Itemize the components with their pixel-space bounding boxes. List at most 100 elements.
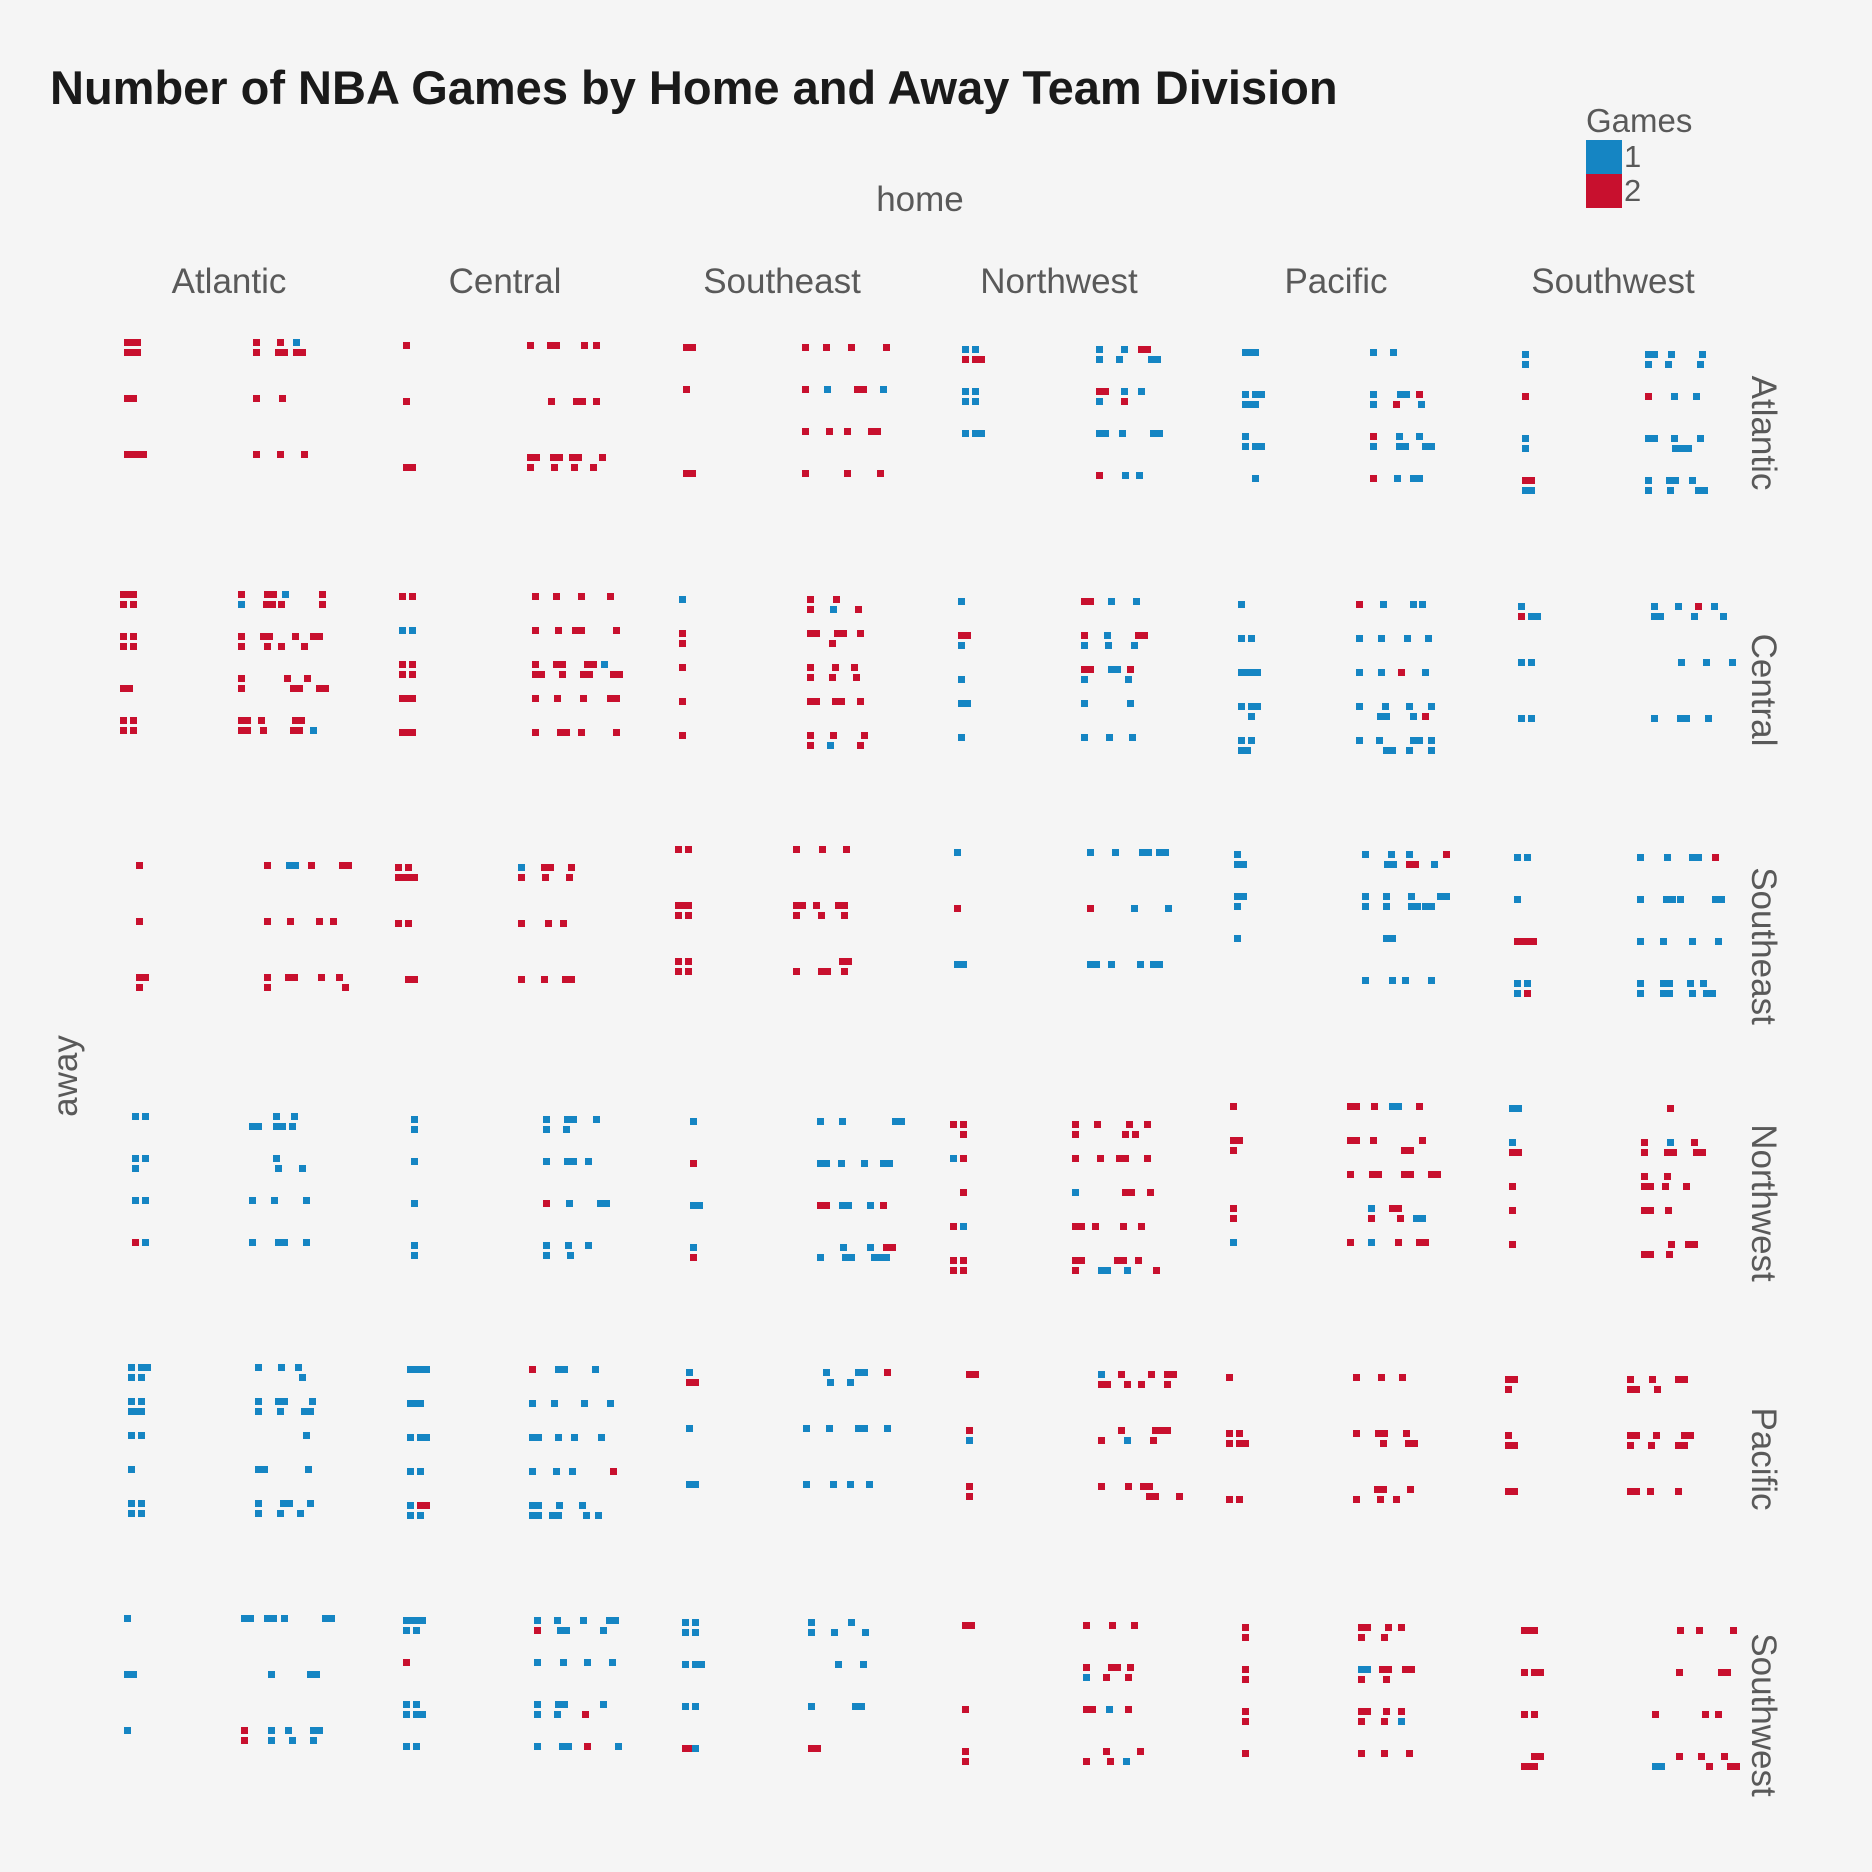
heat-tile xyxy=(291,1113,298,1120)
heat-tile xyxy=(824,386,831,393)
heat-tile xyxy=(1521,1669,1528,1676)
heat-tile xyxy=(138,1364,151,1371)
heat-tile xyxy=(1087,961,1100,968)
heat-tile xyxy=(1072,1257,1085,1264)
heat-tile xyxy=(1521,1627,1534,1634)
heat-tile xyxy=(1627,1376,1634,1383)
heat-tile xyxy=(823,1369,830,1376)
heat-tile xyxy=(1114,1257,1127,1264)
heat-tile xyxy=(1689,854,1702,861)
heat-tile xyxy=(683,344,696,351)
heat-tile xyxy=(1677,896,1684,903)
heat-tile xyxy=(1370,391,1377,398)
heat-tile xyxy=(120,717,127,724)
heat-tile xyxy=(1125,1674,1132,1681)
heat-tile xyxy=(405,874,418,881)
heat-tile xyxy=(417,1400,424,1407)
heat-tile xyxy=(1509,1139,1516,1146)
heat-tile xyxy=(1252,475,1259,482)
heat-tile xyxy=(132,1197,139,1204)
heat-tile xyxy=(866,1481,873,1488)
heat-tile xyxy=(1406,703,1413,710)
heat-tile xyxy=(675,846,682,853)
heat-tile xyxy=(686,1369,693,1376)
heat-tile xyxy=(120,727,127,734)
heat-tile xyxy=(128,1364,135,1371)
heat-tile xyxy=(1120,1223,1127,1230)
heat-tile xyxy=(403,398,410,405)
heat-tile xyxy=(403,342,410,349)
facet-southwest-southwest xyxy=(1521,1627,1740,1770)
heat-tile xyxy=(826,1425,833,1432)
heat-tile xyxy=(532,627,539,634)
heat-tile xyxy=(1383,893,1390,900)
heat-tile xyxy=(601,661,608,668)
heat-tile xyxy=(841,968,848,975)
heat-tile xyxy=(972,388,979,395)
heat-tile xyxy=(1164,1371,1177,1378)
heat-tile xyxy=(1150,1437,1157,1444)
heat-tile xyxy=(817,1202,830,1209)
heat-tile xyxy=(1234,851,1241,858)
heat-tile xyxy=(271,1197,278,1204)
heat-tile xyxy=(1675,1442,1688,1449)
heat-tile xyxy=(293,339,300,346)
heat-tile xyxy=(1408,903,1421,910)
heat-tile xyxy=(1242,401,1255,408)
heat-tile xyxy=(395,874,408,881)
heat-tile xyxy=(841,912,848,919)
heat-tile xyxy=(569,1468,576,1475)
heat-tile xyxy=(1353,1496,1360,1503)
heat-tile xyxy=(1422,669,1429,676)
heat-tile xyxy=(1158,1427,1171,1434)
heat-tile xyxy=(1369,1171,1382,1178)
heat-tile xyxy=(295,1364,302,1371)
heat-tile xyxy=(407,1468,414,1475)
heat-tile xyxy=(301,451,308,458)
heat-tile xyxy=(581,342,588,349)
heat-tile xyxy=(1370,401,1377,408)
heat-tile xyxy=(1406,1750,1413,1757)
heat-tile xyxy=(807,606,814,613)
heat-tile xyxy=(249,1197,256,1204)
heat-tile xyxy=(1362,977,1369,984)
heat-tile xyxy=(692,1619,699,1626)
facet-pacific-northwest xyxy=(1230,1103,1441,1246)
heat-tile xyxy=(124,339,137,346)
heat-tile xyxy=(303,1432,310,1439)
heat-tile xyxy=(593,342,600,349)
heat-tile xyxy=(966,1493,973,1500)
heat-tile xyxy=(303,1197,310,1204)
heat-tile xyxy=(880,386,887,393)
heat-tile xyxy=(407,1434,414,1441)
heat-tile xyxy=(1121,346,1128,353)
heat-tile xyxy=(1637,990,1644,997)
heat-tile xyxy=(277,1408,284,1415)
heat-tile xyxy=(1358,1666,1371,1673)
heat-tile xyxy=(1509,1241,1516,1248)
legend-label-1: 1 xyxy=(1624,139,1642,174)
heat-tile xyxy=(1627,1488,1640,1495)
heat-tile xyxy=(399,593,406,600)
heat-tile xyxy=(260,633,273,640)
heat-tile xyxy=(1505,1442,1518,1449)
heat-tile xyxy=(1712,854,1719,861)
heat-tile xyxy=(413,1617,426,1624)
heat-tile xyxy=(1531,1763,1538,1770)
heat-tile xyxy=(852,1703,865,1710)
heat-tile xyxy=(1123,1758,1130,1765)
heat-tile xyxy=(593,398,600,405)
heat-tile xyxy=(1389,1205,1402,1212)
heat-tile xyxy=(962,346,969,353)
heat-tile xyxy=(417,1434,430,1441)
heat-tile xyxy=(132,1239,139,1246)
heat-tile xyxy=(1677,1627,1684,1634)
heat-tile xyxy=(600,1627,607,1634)
heat-tile xyxy=(409,627,416,634)
heat-tile xyxy=(1096,346,1103,353)
heat-tile xyxy=(1368,1205,1375,1212)
heat-tile xyxy=(1252,349,1259,356)
heat-tile xyxy=(1126,1121,1133,1128)
heat-tile xyxy=(564,1158,577,1165)
heat-tile xyxy=(1382,703,1389,710)
